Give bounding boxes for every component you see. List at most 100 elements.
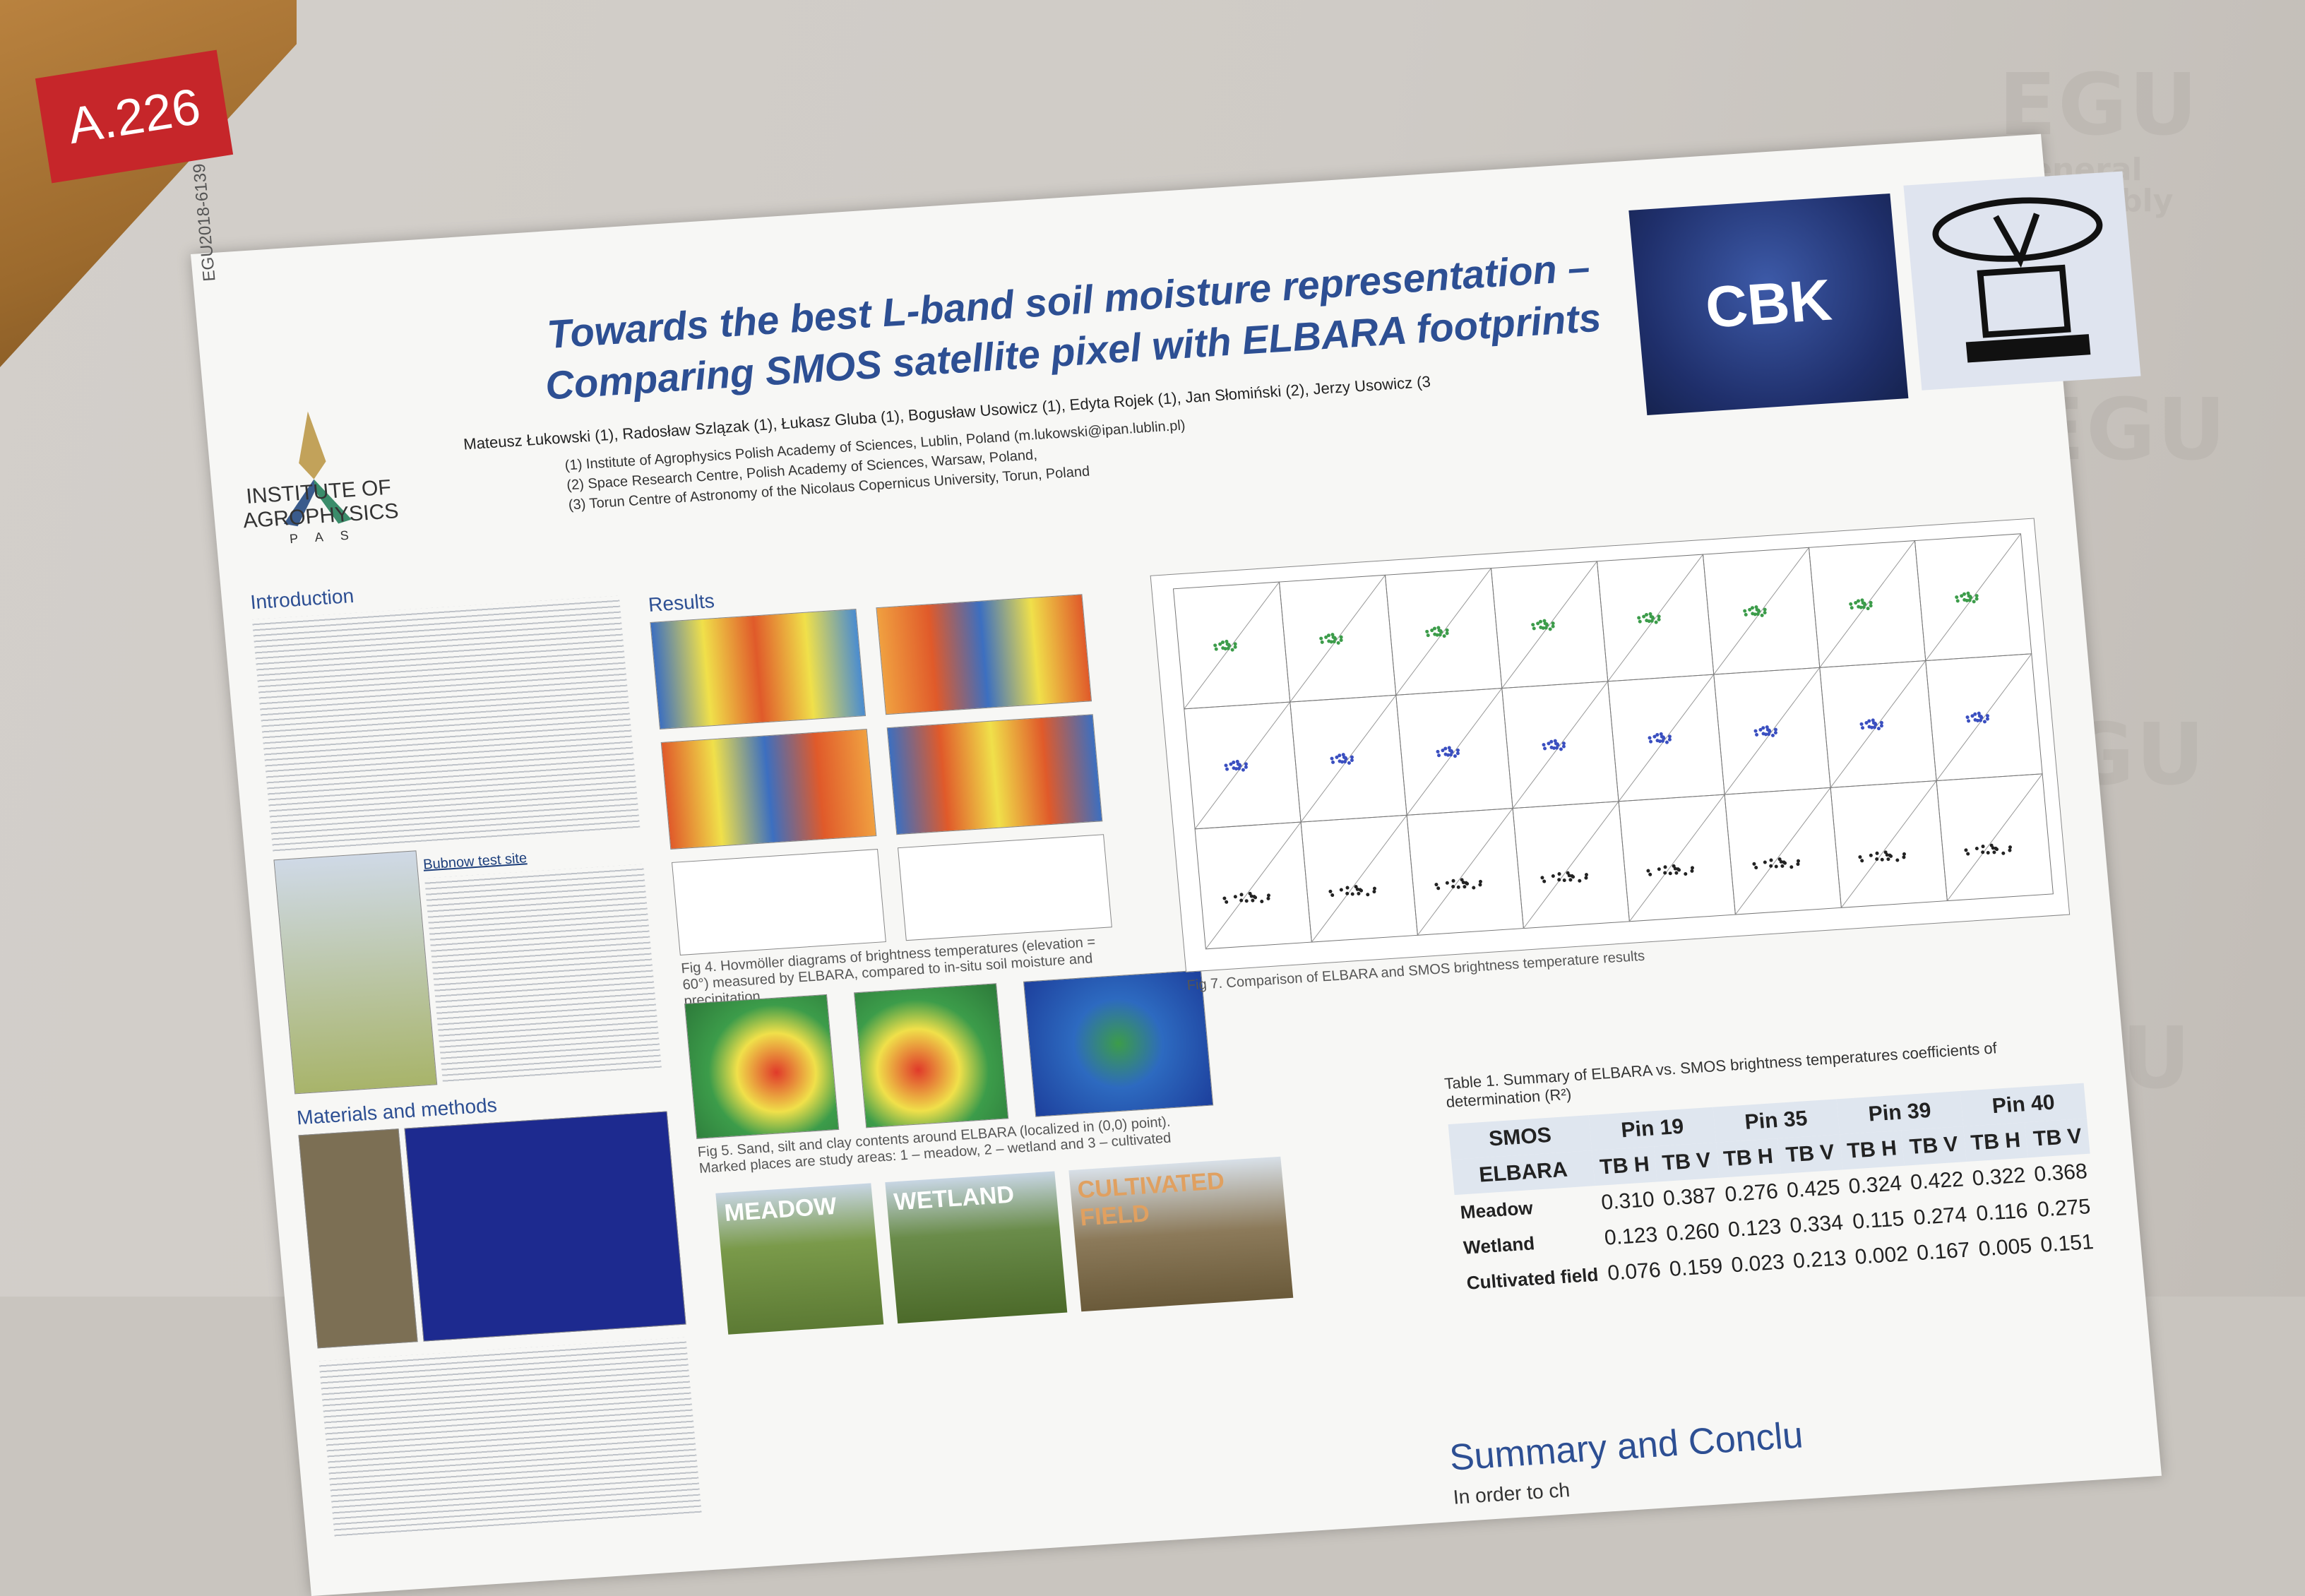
scatter-point <box>1769 858 1773 862</box>
scatter-point <box>1342 760 1347 764</box>
scatter-point <box>1667 734 1672 739</box>
scatter-grid <box>1150 518 2071 972</box>
scatter-point <box>1886 857 1890 862</box>
scatter-point <box>1871 721 1876 725</box>
scatter-point <box>1239 893 1244 897</box>
scatter-point <box>1761 726 1765 730</box>
scatter-point <box>1654 620 1658 624</box>
scatter-point <box>1976 718 1980 722</box>
scatter-point <box>1763 860 1767 864</box>
one-to-one-line <box>1184 581 1280 710</box>
scatter-grid-svg <box>1172 533 2054 950</box>
scatter-point <box>1266 893 1270 898</box>
scatter-point <box>1755 732 1759 737</box>
scatter-point <box>1664 740 1669 744</box>
table-cell: 0.276 <box>1724 1179 1780 1207</box>
scatter-point <box>1445 628 1449 632</box>
one-to-one-line <box>1523 801 1619 929</box>
scatter-point <box>1854 601 1858 605</box>
scatter-point <box>1531 623 1535 627</box>
table-cell: 0.123 <box>1603 1222 1659 1250</box>
scatter-point <box>1870 725 1874 729</box>
scatter-point <box>1955 599 1960 603</box>
scatter-point <box>1667 737 1672 742</box>
scatter-point <box>1551 874 1555 878</box>
table-cell: 0.425 <box>1785 1175 1841 1203</box>
scatter-point <box>1690 869 1694 873</box>
scatter-point <box>1237 766 1241 770</box>
scatter-point <box>1967 719 1971 723</box>
scatter-point <box>1779 859 1783 864</box>
scatter-point <box>1339 638 1343 643</box>
scatter-point <box>1663 871 1667 875</box>
scatter-point <box>1540 876 1544 880</box>
cbk-logo: CBK <box>1628 193 1909 416</box>
scatter-point <box>1340 760 1345 764</box>
sand-map <box>684 994 840 1139</box>
scatter-point <box>1244 765 1248 769</box>
scatter-point <box>1743 609 1747 613</box>
scatter-point <box>1869 600 1873 605</box>
scatter-point <box>1765 727 1770 732</box>
scatter-point <box>1214 647 1218 651</box>
table-cell: 0.324 <box>1847 1172 1903 1198</box>
scatter-point <box>1650 619 1654 623</box>
scatter-point <box>1567 874 1571 878</box>
scatter-point <box>1967 598 1972 602</box>
scatter-point <box>1331 760 1335 764</box>
scatter-point <box>1774 864 1778 869</box>
scatter-point <box>1551 621 1555 626</box>
scatter-point <box>1975 594 1979 598</box>
scatter-point <box>1358 888 1362 892</box>
scatter-point <box>1432 626 1437 631</box>
scatter-point <box>1366 893 1370 897</box>
scatter-point <box>1222 896 1227 900</box>
scatter-point <box>1960 594 1964 598</box>
scatter-point <box>1455 748 1460 752</box>
scatter-point <box>1758 727 1763 732</box>
scatter-point <box>1320 640 1324 644</box>
site-text <box>424 864 662 1083</box>
scatter-point <box>1568 878 1573 882</box>
one-to-one-line <box>1501 561 1597 689</box>
scatter-point <box>1248 891 1252 895</box>
scatter-point <box>1448 749 1452 753</box>
scatter-point <box>1425 629 1429 633</box>
scatter-point <box>1647 619 1651 624</box>
table-cell: 0.274 <box>1912 1203 1968 1230</box>
table-cell: 0.387 <box>1662 1184 1717 1211</box>
scatter-point <box>1750 606 1755 610</box>
sub-header: TB V <box>1908 1132 1960 1160</box>
scatter-point <box>1338 754 1342 758</box>
scatter-point <box>1559 747 1563 751</box>
scatter-point <box>1856 599 1861 603</box>
scatter-point <box>1763 607 1767 612</box>
scatter-point <box>1859 605 1863 609</box>
scatter-point <box>1233 642 1237 646</box>
scatter-point <box>1965 598 1969 602</box>
scatter-point <box>1752 862 1756 866</box>
scatter-point <box>1861 726 1865 730</box>
scatter-point <box>1796 862 1800 867</box>
scatter-point <box>1985 717 1989 721</box>
table-cell: 0.334 <box>1789 1210 1845 1238</box>
scatter-point <box>1869 604 1873 608</box>
one-to-one-line <box>1290 575 1386 703</box>
one-to-one-line <box>1840 780 1937 908</box>
scatter-point <box>1251 898 1255 903</box>
scatter-point <box>1753 612 1757 617</box>
scatter-point <box>1557 872 1561 876</box>
scatter-point <box>1225 900 1229 904</box>
scatter-point <box>1445 881 1449 885</box>
scatter-point <box>1234 767 1239 771</box>
table-cell: 0.322 <box>1971 1163 2027 1191</box>
scatter-point <box>1578 879 1582 883</box>
scatter-point <box>1962 592 1967 596</box>
scatter-point <box>1638 619 1642 624</box>
scatter-point <box>1992 850 1996 854</box>
scatter-point <box>1225 767 1229 771</box>
one-to-one-line <box>1406 688 1503 816</box>
scatter-point <box>1430 629 1434 633</box>
scatter-point <box>1436 749 1440 754</box>
sub-header: TB H <box>1722 1144 1775 1172</box>
